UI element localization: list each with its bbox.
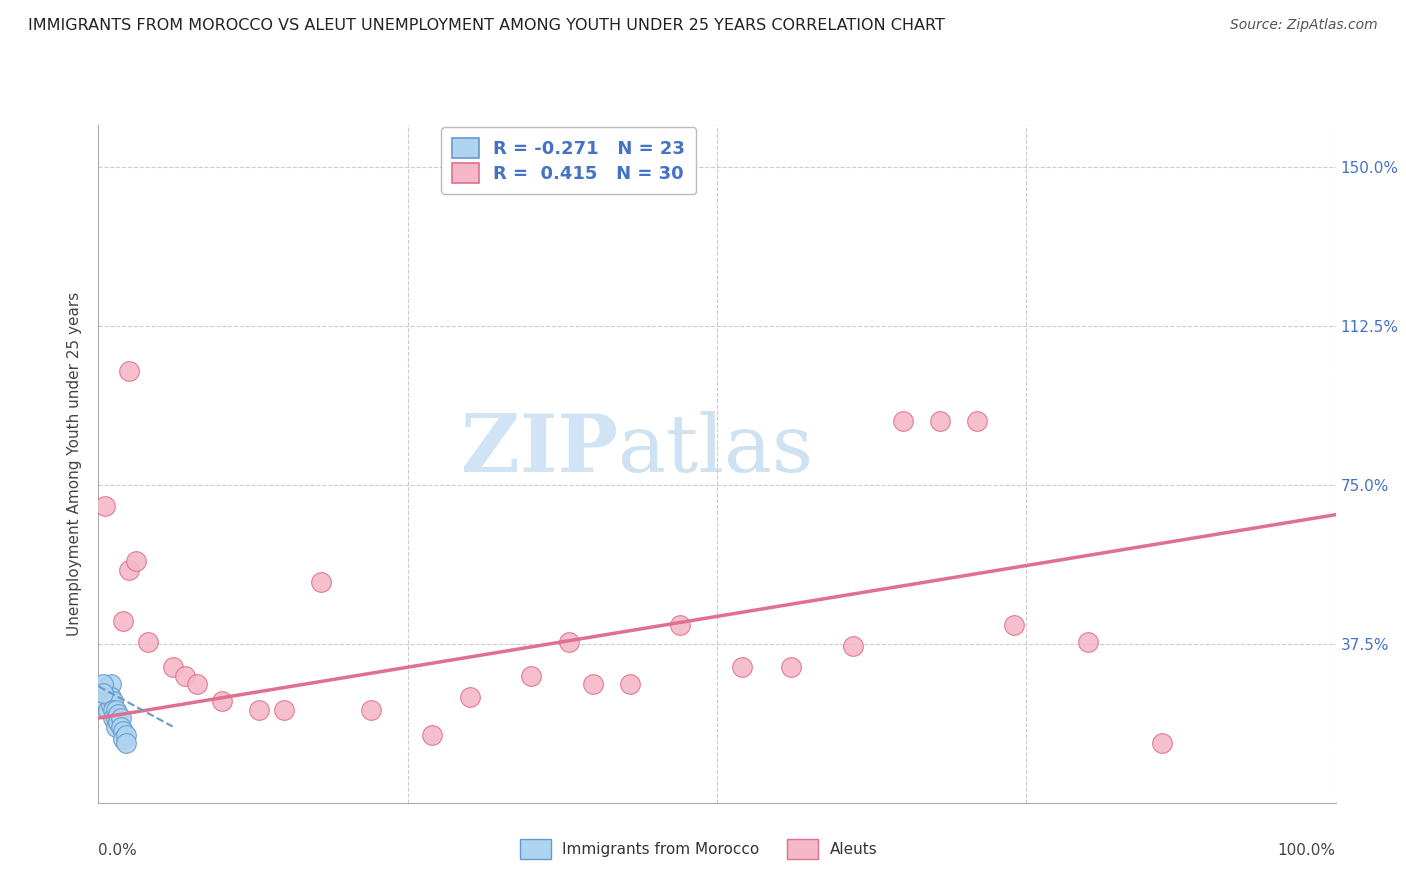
Point (731, 660, 754, 674)
Point (1152, 737, 1174, 751)
Point (211, 694, 233, 708)
Point (273, 703, 295, 717)
Point (103, 703, 125, 717)
Text: ZIP: ZIP (461, 411, 619, 490)
Point (360, 703, 382, 717)
Point (103, 711, 125, 725)
Point (186, 677, 208, 691)
Point (93, 685, 115, 699)
Point (93, 677, 115, 691)
Legend: R = -0.271   N = 23, R =  0.415   N = 30: R = -0.271 N = 23, R = 0.415 N = 30 (441, 128, 696, 194)
Point (104, 711, 127, 725)
Point (582, 677, 605, 691)
Point (309, 575, 332, 590)
Point (112, 723, 135, 738)
Point (557, 635, 579, 649)
Point (136, 635, 159, 649)
Point (174, 669, 197, 683)
Point (93, 681, 115, 696)
Point (124, 554, 146, 568)
Point (110, 711, 132, 725)
Point (118, 364, 141, 378)
Point (100, 690, 122, 704)
Point (966, 415, 988, 429)
Point (112, 614, 135, 628)
Text: Aleuts: Aleuts (830, 842, 877, 856)
Point (1002, 618, 1025, 632)
Point (520, 669, 543, 683)
Text: atlas: atlas (619, 411, 813, 490)
Point (110, 719, 132, 733)
Point (93, 500, 115, 514)
Point (114, 737, 136, 751)
Text: Immigrants from Morocco: Immigrants from Morocco (562, 842, 759, 856)
Point (107, 706, 129, 721)
Point (97, 703, 120, 717)
Point (100, 698, 122, 713)
Point (112, 732, 135, 747)
Text: IMMIGRANTS FROM MOROCCO VS ALEUT UNEMPLOYMENT AMONG YOUTH UNDER 25 YEARS CORRELA: IMMIGRANTS FROM MOROCCO VS ALEUT UNEMPLO… (28, 18, 945, 33)
Point (103, 694, 125, 708)
Point (891, 415, 914, 429)
Point (619, 677, 641, 691)
Text: 100.0%: 100.0% (1278, 844, 1336, 858)
Point (247, 703, 270, 717)
Point (97, 685, 120, 699)
Point (114, 728, 136, 742)
Point (669, 618, 692, 632)
Point (458, 690, 481, 704)
Point (104, 719, 127, 733)
Point (118, 563, 141, 577)
Point (780, 660, 803, 674)
Point (842, 639, 865, 653)
Text: Source: ZipAtlas.com: Source: ZipAtlas.com (1230, 18, 1378, 32)
Point (928, 415, 950, 429)
Point (422, 728, 444, 742)
Point (104, 703, 127, 717)
Y-axis label: Unemployment Among Youth under 25 years: Unemployment Among Youth under 25 years (67, 292, 83, 636)
Point (162, 660, 184, 674)
Point (1077, 635, 1099, 649)
Point (107, 715, 129, 730)
Point (100, 677, 122, 691)
Point (93, 694, 115, 708)
Text: 0.0%: 0.0% (98, 844, 138, 858)
